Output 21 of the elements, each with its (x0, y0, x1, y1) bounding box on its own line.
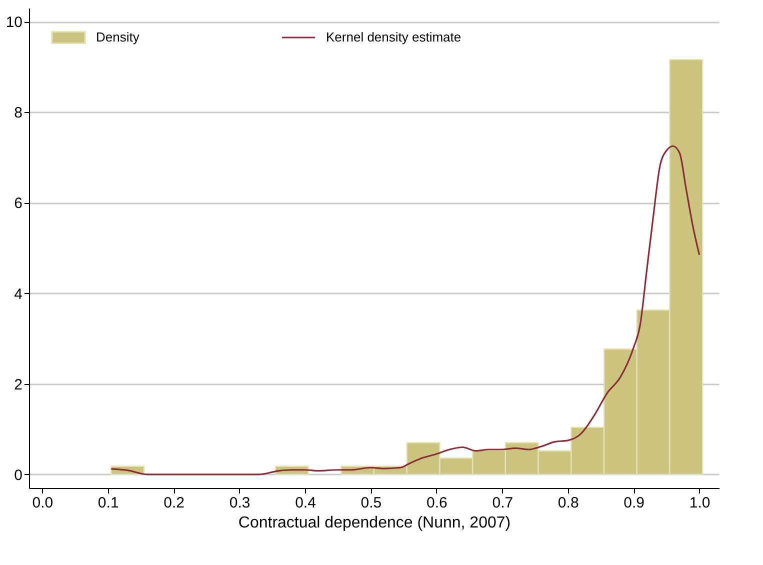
x-axis-title: Contractual dependence (Nunn, 2007) (238, 514, 511, 532)
y-tick-label: 0 (14, 466, 22, 484)
y-tick-label: 10 (6, 14, 22, 32)
y-tick-label: 2 (14, 376, 22, 394)
legend-label: Kernel density estimate (326, 30, 462, 44)
y-tick-label: 6 (14, 195, 22, 212)
x-tick-label: 0.0 (32, 494, 54, 512)
x-tick-label: 0.5 (360, 494, 382, 512)
x-tick-label: 0.7 (492, 494, 514, 512)
x-tick-label: 0.8 (558, 494, 579, 512)
x-tick-label: 1.0 (689, 494, 710, 512)
x-tick-label: 0.3 (229, 494, 250, 512)
x-tick-label: 0.4 (295, 494, 316, 512)
x-tick-label: 0.2 (164, 494, 184, 512)
y-tick-label: 8 (14, 104, 22, 122)
x-tick-label: 0.9 (624, 494, 644, 512)
legend-label: Density (96, 30, 140, 44)
x-tick-label: 0.6 (426, 494, 448, 512)
x-tick-label: 0.1 (98, 494, 119, 512)
line-series (110, 145, 700, 476)
y-tick-label: 4 (14, 286, 22, 303)
